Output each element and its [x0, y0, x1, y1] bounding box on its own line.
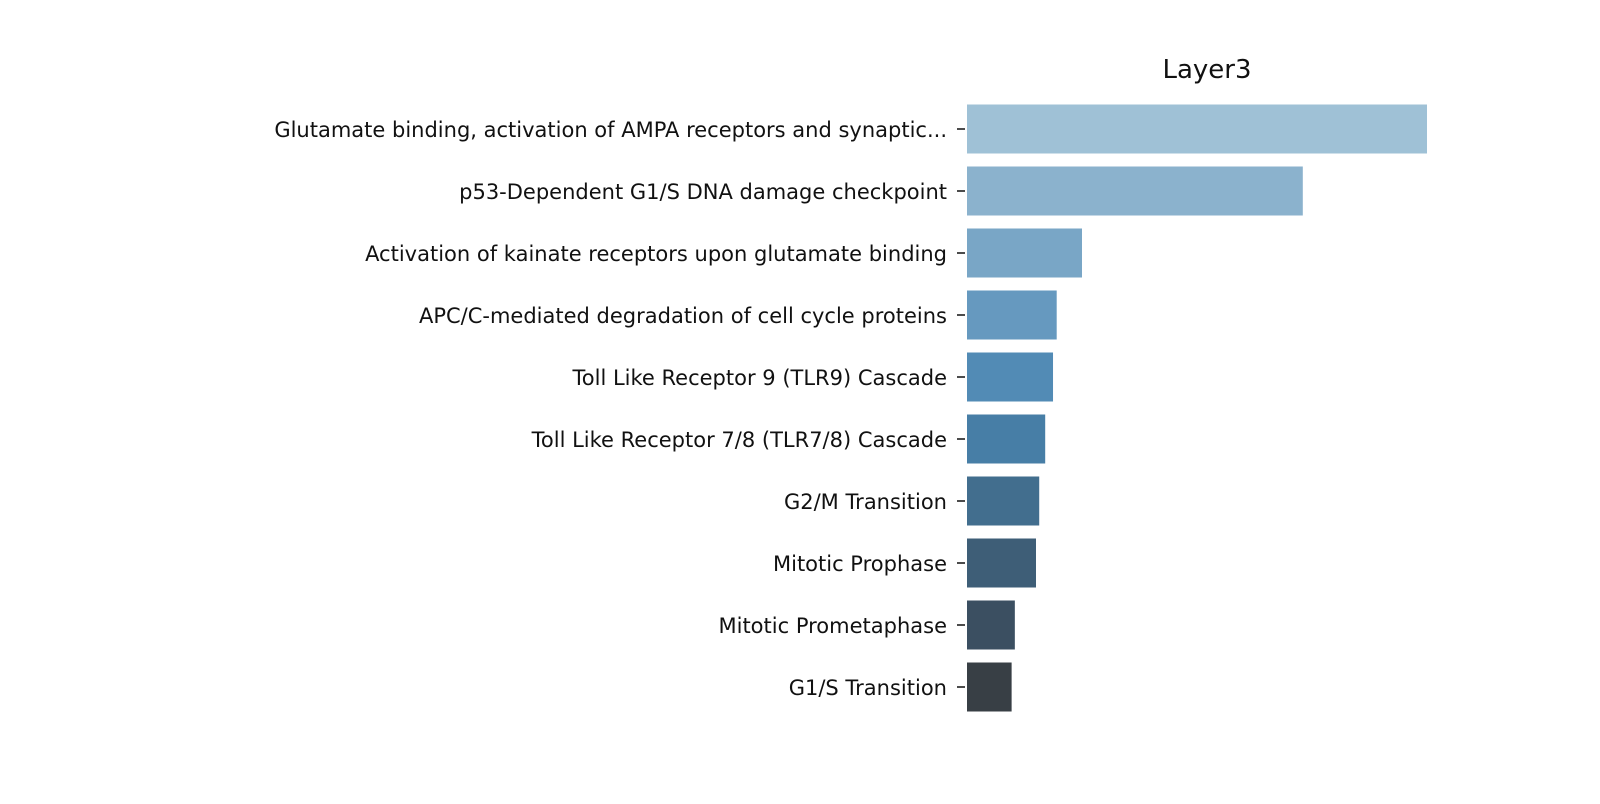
bar-3 [967, 228, 1082, 278]
y-tick-label-6: Toll Like Receptor 7/8 (TLR7/8) Cascade [531, 428, 947, 452]
bar-4 [967, 290, 1057, 340]
bars-group [967, 104, 1427, 712]
bar-8 [967, 538, 1036, 588]
bar-6 [967, 414, 1046, 464]
y-tick-label-1: Glutamate binding, activation of AMPA re… [274, 118, 947, 142]
bar-5 [967, 352, 1054, 402]
y-tick-label-10: G1/S Transition [789, 676, 947, 700]
y-tick-label-8: Mitotic Prophase [773, 552, 947, 576]
y-tick-label-7: G2/M Transition [784, 490, 947, 514]
y-tick-label-2: p53-Dependent G1/S DNA damage checkpoint [459, 180, 947, 204]
bar-7 [967, 476, 1040, 526]
y-tick-label-3: Activation of kainate receptors upon glu… [365, 242, 947, 266]
y-tick-label-4: APC/C-mediated degradation of cell cycle… [419, 304, 947, 328]
y-tick-label-9: Mitotic Prometaphase [719, 614, 948, 638]
bar-1 [967, 104, 1427, 154]
y-axis-ticks [957, 128, 965, 688]
bar-2 [967, 166, 1303, 216]
y-axis-labels: Glutamate binding, activation of AMPA re… [274, 118, 947, 700]
y-tick-label-5: Toll Like Receptor 9 (TLR9) Cascade [572, 366, 947, 390]
chart-title: Layer3 [1162, 55, 1251, 85]
bar-9 [967, 600, 1015, 650]
bar-10 [967, 662, 1012, 712]
